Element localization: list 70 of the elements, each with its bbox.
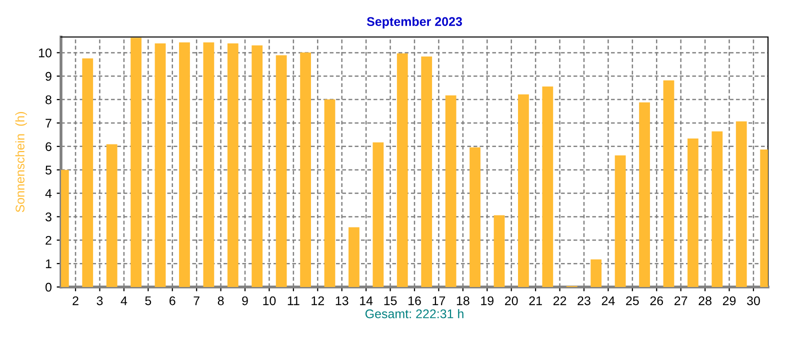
x-tick-label: 23 bbox=[578, 296, 590, 306]
x-axis-title: Gesamt: 222:31 h bbox=[365, 309, 464, 318]
bar bbox=[518, 94, 529, 287]
y-tick-label: 10 bbox=[39, 48, 52, 58]
x-tick-label: 19 bbox=[481, 296, 494, 306]
bar bbox=[494, 215, 505, 287]
x-tick-label: 13 bbox=[336, 296, 348, 306]
bar bbox=[82, 58, 94, 287]
x-tick-label: 14 bbox=[360, 296, 373, 306]
x-tick-label: 7 bbox=[194, 296, 200, 306]
x-tick-label: 6 bbox=[170, 296, 176, 306]
bar bbox=[470, 147, 480, 287]
x-tick-label: 28 bbox=[698, 296, 712, 306]
bar bbox=[421, 56, 432, 287]
bar bbox=[252, 45, 263, 287]
x-tick-label: 18 bbox=[456, 296, 470, 306]
x-tick-label: 9 bbox=[242, 296, 248, 306]
x-tick-label: 25 bbox=[626, 296, 639, 306]
x-tick-label: 4 bbox=[120, 296, 128, 306]
bar bbox=[106, 144, 118, 287]
x-tick-label: 11 bbox=[288, 296, 300, 306]
x-tick-label: 24 bbox=[602, 296, 615, 306]
bar bbox=[396, 53, 408, 287]
bar bbox=[300, 52, 311, 287]
bar bbox=[712, 131, 723, 287]
bar bbox=[687, 138, 698, 287]
bar bbox=[203, 42, 214, 287]
y-tick-label: 4 bbox=[45, 189, 52, 198]
y-tick-label: 7 bbox=[46, 118, 52, 128]
x-tick-label: 10 bbox=[263, 296, 276, 306]
x-tick-label: 27 bbox=[674, 296, 688, 306]
y-tick-label: 9 bbox=[46, 72, 52, 81]
bar bbox=[276, 55, 287, 287]
bar bbox=[639, 102, 650, 287]
y-tick-label: 3 bbox=[46, 212, 52, 222]
bar bbox=[614, 155, 626, 287]
y-axis-title: Sonnenschein (h) bbox=[15, 112, 27, 212]
x-tick-label: 3 bbox=[96, 296, 103, 306]
bar bbox=[445, 95, 456, 287]
x-tick-label: 8 bbox=[218, 296, 224, 306]
x-tick-label: 26 bbox=[650, 296, 664, 306]
bar bbox=[179, 42, 190, 287]
x-tick-label: 20 bbox=[505, 296, 518, 306]
bar bbox=[663, 80, 674, 287]
x-tick-label: 15 bbox=[384, 296, 397, 306]
y-tick-label: 8 bbox=[46, 95, 52, 104]
x-tick-label: 22 bbox=[553, 296, 566, 306]
bar bbox=[736, 121, 747, 287]
bar bbox=[372, 142, 384, 287]
y-tick-label: 6 bbox=[46, 142, 52, 152]
bar bbox=[590, 259, 602, 287]
bar bbox=[348, 227, 360, 287]
bar bbox=[130, 38, 142, 287]
x-tick-label: 12 bbox=[312, 296, 324, 306]
bar bbox=[227, 43, 238, 287]
x-tick-label: 16 bbox=[408, 296, 421, 306]
chart-title: September 2023 bbox=[366, 16, 462, 28]
x-tick-label: 21 bbox=[529, 296, 542, 306]
x-tick-label: 5 bbox=[145, 296, 152, 306]
y-tick-label: 2 bbox=[46, 236, 52, 245]
bar bbox=[324, 99, 336, 287]
y-tick-label: 1 bbox=[46, 260, 52, 268]
x-tick-label: 17 bbox=[432, 296, 446, 306]
x-tick-label: 2 bbox=[72, 296, 78, 306]
y-tick-label: 0 bbox=[46, 282, 52, 292]
x-tick-label: 30 bbox=[747, 296, 760, 306]
bar bbox=[542, 86, 554, 287]
x-tick-label: 29 bbox=[722, 296, 736, 306]
bar bbox=[154, 43, 166, 287]
y-tick-label: 5 bbox=[46, 166, 52, 174]
